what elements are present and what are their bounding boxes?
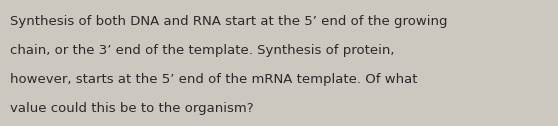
Text: however, starts at the 5’ end of the mRNA template. Of what: however, starts at the 5’ end of the mRN…: [10, 73, 417, 86]
Text: Synthesis of both DNA and RNA start at the 5’ end of the growing: Synthesis of both DNA and RNA start at t…: [10, 15, 448, 28]
Text: value could this be to the organism?: value could this be to the organism?: [10, 102, 254, 115]
Text: chain, or the 3’ end of the template. Synthesis of protein,: chain, or the 3’ end of the template. Sy…: [10, 44, 395, 57]
